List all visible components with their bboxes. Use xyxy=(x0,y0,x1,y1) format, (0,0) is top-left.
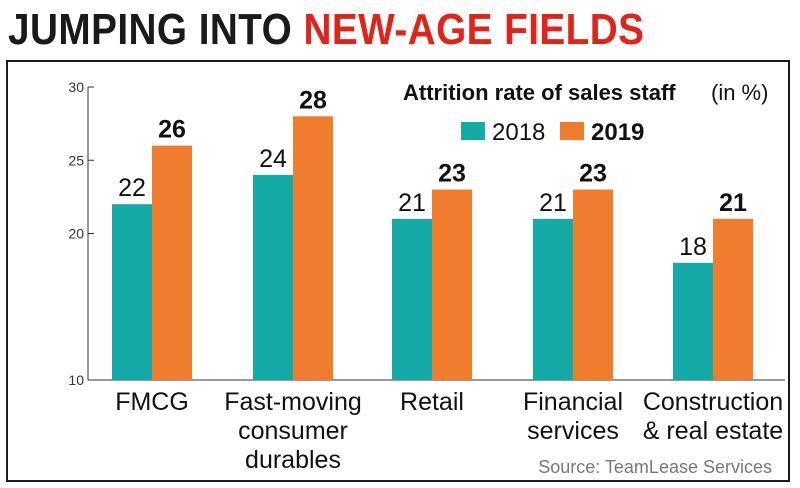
data-label-2018-2: 21 xyxy=(398,189,426,217)
bar-2018-0 xyxy=(112,204,152,380)
category-label-4: Construction xyxy=(643,388,783,416)
data-label-2018-3: 21 xyxy=(539,189,567,217)
legend-swatch-2019 xyxy=(560,122,584,140)
category-label-3: services xyxy=(527,417,619,445)
legend-swatch-2018 xyxy=(461,122,485,140)
data-label-2018-1: 24 xyxy=(259,145,287,173)
y-tick-label: 20 xyxy=(68,226,84,242)
data-label-2019-4: 21 xyxy=(719,189,747,217)
category-label-4: & real estate xyxy=(643,417,783,445)
headline-part-1: JUMPING INTO xyxy=(8,5,293,54)
data-label-2019-1: 28 xyxy=(299,86,327,114)
bar-2019-4 xyxy=(713,218,753,380)
chart-frame xyxy=(6,60,790,482)
headline: JUMPING INTO NEW-AGE FIELDS xyxy=(8,4,644,56)
source-note: Source: TeamLease Services xyxy=(538,457,772,477)
headline-part-2: NEW-AGE FIELDS xyxy=(303,5,645,54)
category-label-3: Financial xyxy=(523,388,623,416)
chart-title-unit: (in %) xyxy=(711,80,768,105)
category-label-2: Retail xyxy=(400,388,464,416)
bar-2018-2 xyxy=(392,218,432,380)
bar-2019-3 xyxy=(573,189,613,380)
category-label-1: Fast-moving xyxy=(224,388,362,416)
data-label-2018-4: 18 xyxy=(679,233,707,261)
y-tick-label: 10 xyxy=(68,372,84,388)
chart-title: Attrition rate of sales staff xyxy=(403,80,676,105)
bar-2018-3 xyxy=(533,218,573,380)
bars-group: 22 24 21 21 18 26 28 23 23 21 xyxy=(112,86,753,381)
bar-2019-0 xyxy=(152,145,192,380)
data-label-2019-2: 23 xyxy=(438,160,466,188)
bar-2018-4 xyxy=(673,262,713,380)
legend-label-2018: 2018 xyxy=(492,119,545,146)
data-label-2018-0: 22 xyxy=(118,174,146,202)
y-tick-label: 25 xyxy=(68,152,84,168)
category-label-1: consumer xyxy=(238,417,348,445)
bar-2019-2 xyxy=(432,189,472,380)
legend-label-2019: 2019 xyxy=(591,119,644,146)
bar-2018-1 xyxy=(253,174,293,380)
category-label-1: durables xyxy=(245,446,341,474)
data-label-2019-0: 26 xyxy=(158,116,186,144)
bar-2019-1 xyxy=(293,116,333,381)
data-label-2019-3: 23 xyxy=(579,160,607,188)
y-tick-label: 30 xyxy=(68,79,84,95)
category-label-0: FMCG xyxy=(115,388,189,416)
